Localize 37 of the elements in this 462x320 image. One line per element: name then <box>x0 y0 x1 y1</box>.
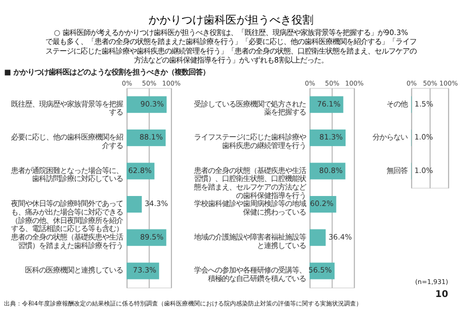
text: 10 <box>435 288 448 300</box>
data-label: 1.0% <box>414 132 434 142</box>
bar <box>310 96 344 113</box>
bar <box>126 196 142 213</box>
y-tick-label: 学校歯科健診や歯周病検診等の地域保健に携わっている <box>194 199 306 217</box>
data-label: 62.8% <box>128 166 152 175</box>
y-tick-label: ライフステージに応じた歯科診療や歯科疾患の継続管理を行う <box>194 132 306 150</box>
data-label: 90.3% <box>140 99 164 108</box>
y-tick-label: 患者が通院困難となった場合等に、歯科訪問診療に対応している <box>10 166 123 184</box>
bar <box>310 229 326 246</box>
data-label: 80.8% <box>319 166 343 175</box>
y-tick-label: 医科の医療機関と連携している <box>24 266 123 275</box>
y-tick-label: その他 <box>386 99 408 108</box>
y-tick-label: 患者の全身の状態（基礎疾患や生活習慣）、口腔衛生状態、口腔機能状態を踏まえ、セルフケアの方法などの歯科保健指導を行う <box>192 166 306 200</box>
y-tick-label: 分からない <box>372 132 408 142</box>
y-tick-label: 地域の介護施設や障害者福祉施設等と連携している <box>192 232 306 250</box>
data-label: 1.5% <box>414 99 434 108</box>
data-label: 73.3% <box>132 266 156 275</box>
y-tick-label: 無回答 <box>386 166 408 175</box>
data-label: 88.1% <box>139 132 163 142</box>
data-label: 76.1% <box>317 99 341 108</box>
text: ○ 歯科医師が考えるかかりつけ歯科医が担うべき役割は、「既往歴、現病歴や家族背景等を把握する」が90.3%で最も多く、「患者の全身の状態を踏まえた歯科診療を行う」「必要に応じ、他の歯科医療機関を紹介する」「ライフステージに応じた歯科診療や歯科疾患の継続管理を行う」「患者の全身の状態、口腔衛生状態を踏まえ、セルフケアの方法などの歯科保健指導を行う」がいずれも8割以上だった。 <box>46 28 417 65</box>
data-label: 60.2% <box>310 199 334 208</box>
data-label: 81.3% <box>319 132 343 142</box>
y-tick-label: 学会への参加や各種研修の受講等、積極的な自己研鑽を積んでいる <box>194 266 306 284</box>
y-tick-label: 受診している医療機関で処方された薬を把握する <box>194 99 306 117</box>
y-tick-label: 患者の全身の状態（基礎疾患や生活習慣）を踏まえた歯科診療を行う <box>10 232 123 250</box>
text: かかりつけ歯科医が担うべき役割 <box>148 14 314 27</box>
bar <box>126 96 167 113</box>
text: ■ かかりつけ歯科医はどのような役割を担うべきか（複数回答） <box>4 68 210 77</box>
y-tick-label: 必要に応じ、他の歯科医療機関を紹介する <box>10 132 123 150</box>
data-label: 1.0% <box>414 166 434 175</box>
y-tick-label: 夜間や休日等の診療時間外であっても、痛みが出た場合等に対応できる（診療の他、休日夜間診療所を紹介する、電話相談に応じる等も含む） <box>10 199 123 234</box>
data-label: 36.4% <box>328 232 352 242</box>
y-tick-label: 既往歴、現病歴や家族背景等を把握する <box>10 99 123 117</box>
data-label: 34.3% <box>144 199 168 208</box>
data-label: 89.5% <box>140 232 164 242</box>
